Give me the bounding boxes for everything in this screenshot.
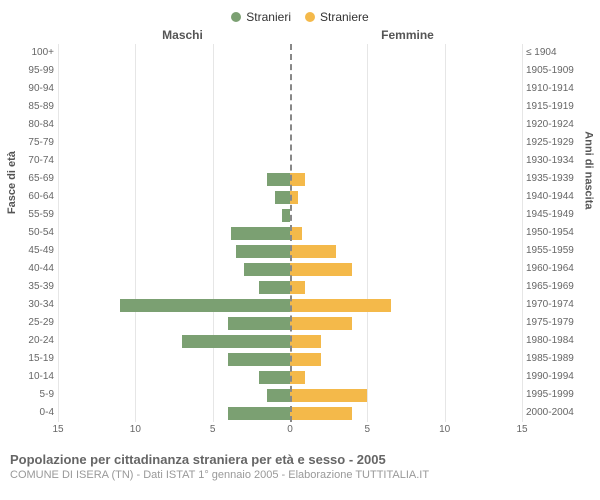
male-bar: [228, 317, 290, 330]
male-bar: [267, 389, 290, 402]
birth-year-label: 1995-1999: [526, 386, 590, 404]
age-label: 95-99: [10, 62, 54, 80]
female-bar: [290, 317, 352, 330]
male-bar: [236, 245, 290, 258]
x-tick: 10: [439, 424, 450, 435]
legend-label-male: Stranieri: [246, 10, 291, 24]
birth-year-label: 1930-1934: [526, 152, 590, 170]
side-title-right: Femmine: [295, 28, 590, 42]
age-label: 80-84: [10, 116, 54, 134]
male-bar: [120, 299, 290, 312]
gridline: [522, 44, 523, 422]
side-title-left: Maschi: [10, 28, 295, 42]
male-bar: [244, 263, 290, 276]
x-tick: 0: [287, 424, 293, 435]
age-label: 10-14: [10, 368, 54, 386]
age-label: 35-39: [10, 278, 54, 296]
male-bar: [259, 371, 290, 384]
birth-year-label: 1910-1914: [526, 80, 590, 98]
birth-year-label: 1945-1949: [526, 206, 590, 224]
birth-year-label: 1985-1989: [526, 350, 590, 368]
age-label: 100+: [10, 44, 54, 62]
birth-year-label: 1990-1994: [526, 368, 590, 386]
x-tick: 15: [516, 424, 527, 435]
y-labels-age: 100+95-9990-9485-8980-8475-7970-7465-696…: [10, 44, 58, 422]
age-label: 40-44: [10, 260, 54, 278]
age-label: 5-9: [10, 386, 54, 404]
legend-label-female: Straniere: [320, 10, 369, 24]
birth-year-label: 1970-1974: [526, 296, 590, 314]
female-bar: [290, 173, 305, 186]
x-ticks: 15105051015: [58, 424, 522, 438]
male-bar: [275, 191, 290, 204]
female-bar: [290, 245, 336, 258]
birth-year-label: 2000-2004: [526, 404, 590, 422]
x-tick: 5: [365, 424, 371, 435]
birth-year-label: 1920-1924: [526, 116, 590, 134]
birth-year-label: ≤ 1904: [526, 44, 590, 62]
x-tick: 10: [130, 424, 141, 435]
birth-year-label: 1955-1959: [526, 242, 590, 260]
age-label: 20-24: [10, 332, 54, 350]
y-axis-label-left: Fasce di età: [6, 151, 18, 214]
birth-year-label: 1905-1909: [526, 62, 590, 80]
age-label: 25-29: [10, 314, 54, 332]
female-bar: [290, 371, 305, 384]
female-bar: [290, 299, 391, 312]
birth-year-label: 1940-1944: [526, 188, 590, 206]
legend-item-female: Straniere: [305, 10, 369, 24]
chart-caption: Popolazione per cittadinanza straniera p…: [10, 452, 590, 467]
female-bar: [290, 407, 352, 420]
male-bar: [182, 335, 290, 348]
legend-item-male: Stranieri: [231, 10, 291, 24]
legend-dot-female: [305, 12, 315, 22]
female-bar: [290, 335, 321, 348]
bars-area: [58, 44, 522, 422]
female-bar: [290, 389, 367, 402]
birth-year-label: 1980-1984: [526, 332, 590, 350]
male-bar: [282, 209, 290, 222]
plot-area: Fasce di età Anni di nascita 100+95-9990…: [10, 44, 590, 422]
x-axis: 15 10 5 0 5 10 15: [10, 424, 590, 438]
birth-year-label: 1925-1929: [526, 134, 590, 152]
birth-year-label: 1915-1919: [526, 98, 590, 116]
male-bar: [231, 227, 290, 240]
male-bar: [259, 281, 290, 294]
age-label: 0-4: [10, 404, 54, 422]
age-label: 50-54: [10, 224, 54, 242]
population-pyramid-chart: Stranieri Straniere Maschi Femmine Fasce…: [10, 10, 590, 481]
birth-year-label: 1950-1954: [526, 224, 590, 242]
age-label: 45-49: [10, 242, 54, 260]
chart-subcaption: COMUNE DI ISERA (TN) - Dati ISTAT 1° gen…: [10, 469, 590, 481]
age-label: 85-89: [10, 98, 54, 116]
female-bar: [290, 353, 321, 366]
male-bar: [228, 407, 290, 420]
birth-year-label: 1965-1969: [526, 278, 590, 296]
male-bar: [228, 353, 290, 366]
male-bar: [267, 173, 290, 186]
birth-year-label: 1935-1939: [526, 170, 590, 188]
age-label: 90-94: [10, 80, 54, 98]
age-label: 75-79: [10, 134, 54, 152]
x-tick: 5: [210, 424, 216, 435]
age-label: 15-19: [10, 350, 54, 368]
y-labels-birth-year: ≤ 19041905-19091910-19141915-19191920-19…: [522, 44, 590, 422]
birth-year-label: 1960-1964: [526, 260, 590, 278]
legend: Stranieri Straniere: [10, 10, 590, 24]
age-label: 30-34: [10, 296, 54, 314]
legend-dot-male: [231, 12, 241, 22]
female-bar: [290, 281, 305, 294]
female-bar: [290, 263, 352, 276]
zero-line: [290, 44, 292, 422]
side-titles: Maschi Femmine: [10, 28, 590, 42]
birth-year-label: 1975-1979: [526, 314, 590, 332]
y-axis-label-right: Anni di nascita: [582, 131, 594, 209]
x-tick: 15: [52, 424, 63, 435]
